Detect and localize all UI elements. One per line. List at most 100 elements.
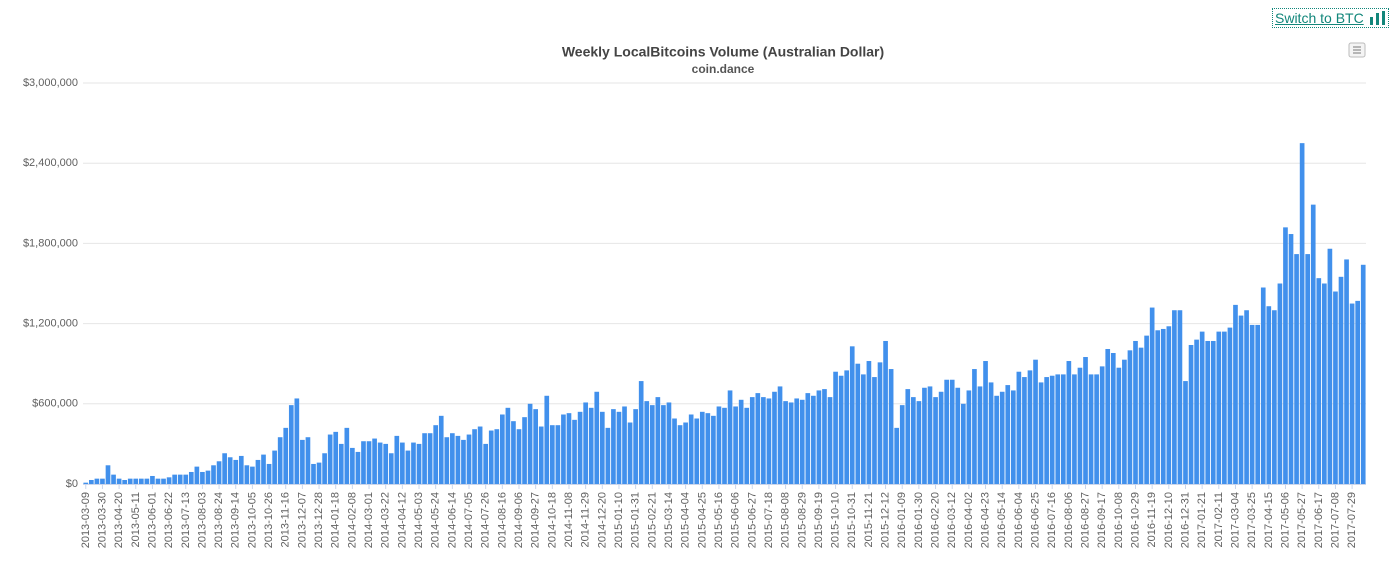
bar [1288,234,1294,484]
x-tick-label: 2016-08-27 [1080,492,1092,548]
bar [1110,353,1116,484]
bar [733,406,738,484]
bar [983,361,988,484]
bar [222,453,227,484]
bar [1244,310,1249,484]
switch-text[interactable]: Switch to BTC [1275,10,1364,26]
bar [244,465,250,484]
bar [288,405,294,484]
bar [1105,348,1111,484]
x-tick-label: 2014-07-05 [463,492,475,548]
bar [1222,331,1227,484]
bar [116,478,122,484]
bar [1333,291,1338,484]
bar [88,479,94,484]
bar [444,437,450,484]
x-tick-label: 2014-02-08 [346,492,358,548]
x-tick-label: 2014-01-18 [330,492,342,548]
bar [1149,307,1155,484]
bar [888,369,894,484]
x-tick-label: 2016-03-12 [946,492,958,548]
bar [438,415,444,484]
bar [1277,283,1283,484]
x-tick-label: 2014-09-27 [530,492,542,548]
bar [1210,340,1216,484]
bar [427,433,433,484]
x-tick-label: 2016-04-02 [963,492,975,548]
x-tick-label: 2013-10-26 [263,492,275,548]
bar [355,451,361,484]
bar [999,391,1005,484]
bar [783,401,788,484]
bar [727,390,733,484]
bar [111,474,116,484]
bar [283,427,289,484]
bar [277,437,283,484]
y-tick-label: $1,800,000 [23,237,78,249]
x-tick-label: 2015-02-21 [646,492,658,548]
x-tick-label: 2017-03-25 [1246,492,1258,548]
bar [772,391,777,484]
bar [138,478,144,484]
bar [1127,350,1133,484]
x-tick-label: 2016-09-17 [1096,492,1108,548]
bar [716,406,722,484]
bar [238,455,244,484]
bar [577,411,583,484]
bar [483,443,489,484]
bar [1138,347,1144,484]
x-tick-label: 2013-06-01 [146,492,158,548]
bar [566,413,572,484]
x-tick-label: 2015-04-25 [696,492,708,548]
x-tick-label: 2017-05-27 [1296,492,1308,548]
bar [1349,303,1355,484]
x-tick-label: 2015-01-31 [630,492,642,548]
bar [177,474,183,484]
x-tick-label: 2013-11-16 [280,492,292,547]
bar [405,450,411,484]
bar [572,419,577,484]
bar [833,371,838,484]
bar [1233,304,1238,484]
bar [1099,366,1105,484]
bar [1177,310,1183,484]
bar [527,403,533,484]
bar [811,395,816,484]
bar [877,362,883,484]
x-tick-label: 2015-09-19 [813,492,825,548]
bar [960,403,966,484]
bar [666,402,672,484]
bar [155,478,161,484]
bar [1355,300,1361,484]
bar [1116,367,1122,484]
menu-button[interactable] [1348,42,1366,58]
bar [516,429,522,484]
x-tick-label: 2017-02-11 [1213,492,1225,547]
bar [788,402,794,484]
bar [738,399,744,484]
bar [494,429,500,484]
bar [411,442,416,484]
x-tick-label: 2015-10-10 [830,492,842,548]
switch-link[interactable]: Switch to BTC [1272,8,1389,28]
bar [233,459,239,484]
x-tick-label: 2015-05-16 [713,492,725,548]
bar [1066,361,1072,484]
bar [505,407,511,484]
bar [844,370,850,484]
bar [172,474,177,484]
bar-icon [1369,11,1385,25]
bar [477,426,483,484]
bar [638,381,644,484]
bar [1160,328,1166,484]
x-tick-label: 2013-04-20 [113,492,125,548]
bar [1294,254,1299,484]
x-tick-label: 2015-06-27 [746,492,758,548]
bar [1227,327,1233,484]
bar [827,397,833,484]
x-tick-label: 2013-07-13 [180,492,192,548]
x-tick-label: 2016-05-14 [996,492,1008,548]
bar [544,395,550,484]
x-tick-label: 2016-07-16 [1046,492,1058,548]
bar [255,459,261,484]
